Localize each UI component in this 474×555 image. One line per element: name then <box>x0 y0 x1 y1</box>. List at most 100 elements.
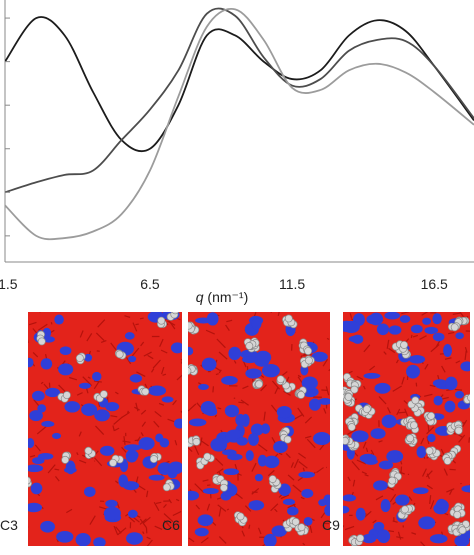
anion <box>237 437 248 446</box>
alkyl-sphere <box>109 459 116 466</box>
chain <box>213 386 214 392</box>
anion <box>343 321 360 333</box>
anion <box>100 446 114 456</box>
anion <box>309 399 321 411</box>
snapshot-content <box>180 311 335 547</box>
chain <box>455 389 462 390</box>
anion <box>128 510 138 518</box>
anion <box>221 376 238 385</box>
anion <box>324 505 332 516</box>
alkyl-sphere <box>185 322 192 329</box>
snapshot-content <box>19 307 186 548</box>
x-label-symbol: q <box>196 289 204 305</box>
anion <box>386 450 403 463</box>
anion <box>454 535 469 547</box>
anion <box>81 403 97 416</box>
alkyl-sphere <box>246 342 253 349</box>
anion <box>318 499 327 506</box>
anion <box>41 421 54 427</box>
alkyl-sphere <box>184 367 191 374</box>
chain <box>55 469 60 470</box>
anion <box>79 383 91 389</box>
alkyl-sphere <box>255 381 262 388</box>
anion <box>377 323 389 335</box>
alkyl-sphere <box>220 484 227 491</box>
alkyl-sphere <box>62 456 69 463</box>
alkyl-sphere <box>297 391 304 398</box>
alkyl-sphere <box>351 386 358 393</box>
anion <box>313 432 331 445</box>
anion <box>304 517 313 526</box>
anion <box>162 396 174 402</box>
anion <box>373 522 384 531</box>
anion <box>125 332 135 339</box>
anion <box>171 342 184 353</box>
anion <box>413 487 429 494</box>
anion <box>128 356 136 362</box>
anion <box>64 401 80 412</box>
anion <box>255 474 263 481</box>
alkyl-sphere <box>470 403 474 410</box>
anion <box>377 529 390 543</box>
anion <box>40 521 55 533</box>
chain <box>26 334 28 343</box>
anion <box>203 488 219 494</box>
chain <box>469 437 470 442</box>
anion <box>432 313 441 324</box>
anion <box>139 437 155 450</box>
anion <box>460 361 473 371</box>
anion <box>25 464 43 472</box>
anion <box>225 405 239 417</box>
chain <box>40 308 42 313</box>
chain <box>238 402 243 403</box>
alkyl-sphere <box>454 511 461 518</box>
panel-label: C3 <box>0 517 18 533</box>
anion <box>245 368 261 378</box>
anion <box>264 456 279 468</box>
x-tick-label: 6.5 <box>140 276 160 292</box>
anion <box>92 372 101 381</box>
anion <box>52 433 61 439</box>
snapshot <box>19 307 186 548</box>
alkyl-sphere <box>345 393 352 400</box>
x-tick-label: 1.5 <box>0 276 18 292</box>
anion <box>455 332 464 339</box>
anion <box>235 414 245 426</box>
alkyl-sphere <box>171 311 178 318</box>
alkyl-sphere <box>426 447 433 454</box>
anion <box>222 449 237 455</box>
anion <box>283 499 295 505</box>
alkyl-sphere <box>455 427 462 434</box>
alkyl-sphere <box>63 391 70 398</box>
anion <box>360 454 377 463</box>
anion <box>198 514 214 526</box>
anion <box>427 434 435 442</box>
anion <box>207 312 219 325</box>
anion <box>60 346 72 355</box>
anion <box>189 418 207 426</box>
anion <box>198 384 209 390</box>
alkyl-sphere <box>410 422 417 429</box>
anion <box>455 391 464 399</box>
alkyl-sphere <box>459 527 466 534</box>
anion <box>364 373 381 379</box>
anion <box>174 418 185 428</box>
anion <box>389 325 402 334</box>
chain <box>411 335 412 338</box>
anion <box>445 377 458 391</box>
anion <box>252 318 262 330</box>
alkyl-sphere <box>467 394 474 401</box>
alkyl-sphere <box>193 438 200 445</box>
anion <box>168 462 183 475</box>
anion <box>395 495 409 506</box>
anion <box>409 355 425 364</box>
panel-label: C9 <box>322 517 340 533</box>
alkyl-sphere <box>277 376 284 383</box>
anion <box>287 507 299 516</box>
x-tick-label: 11.5 <box>279 276 305 292</box>
anion <box>349 336 362 342</box>
anion <box>262 364 280 377</box>
anion <box>366 314 381 324</box>
anion <box>433 396 442 406</box>
anion <box>25 503 42 513</box>
